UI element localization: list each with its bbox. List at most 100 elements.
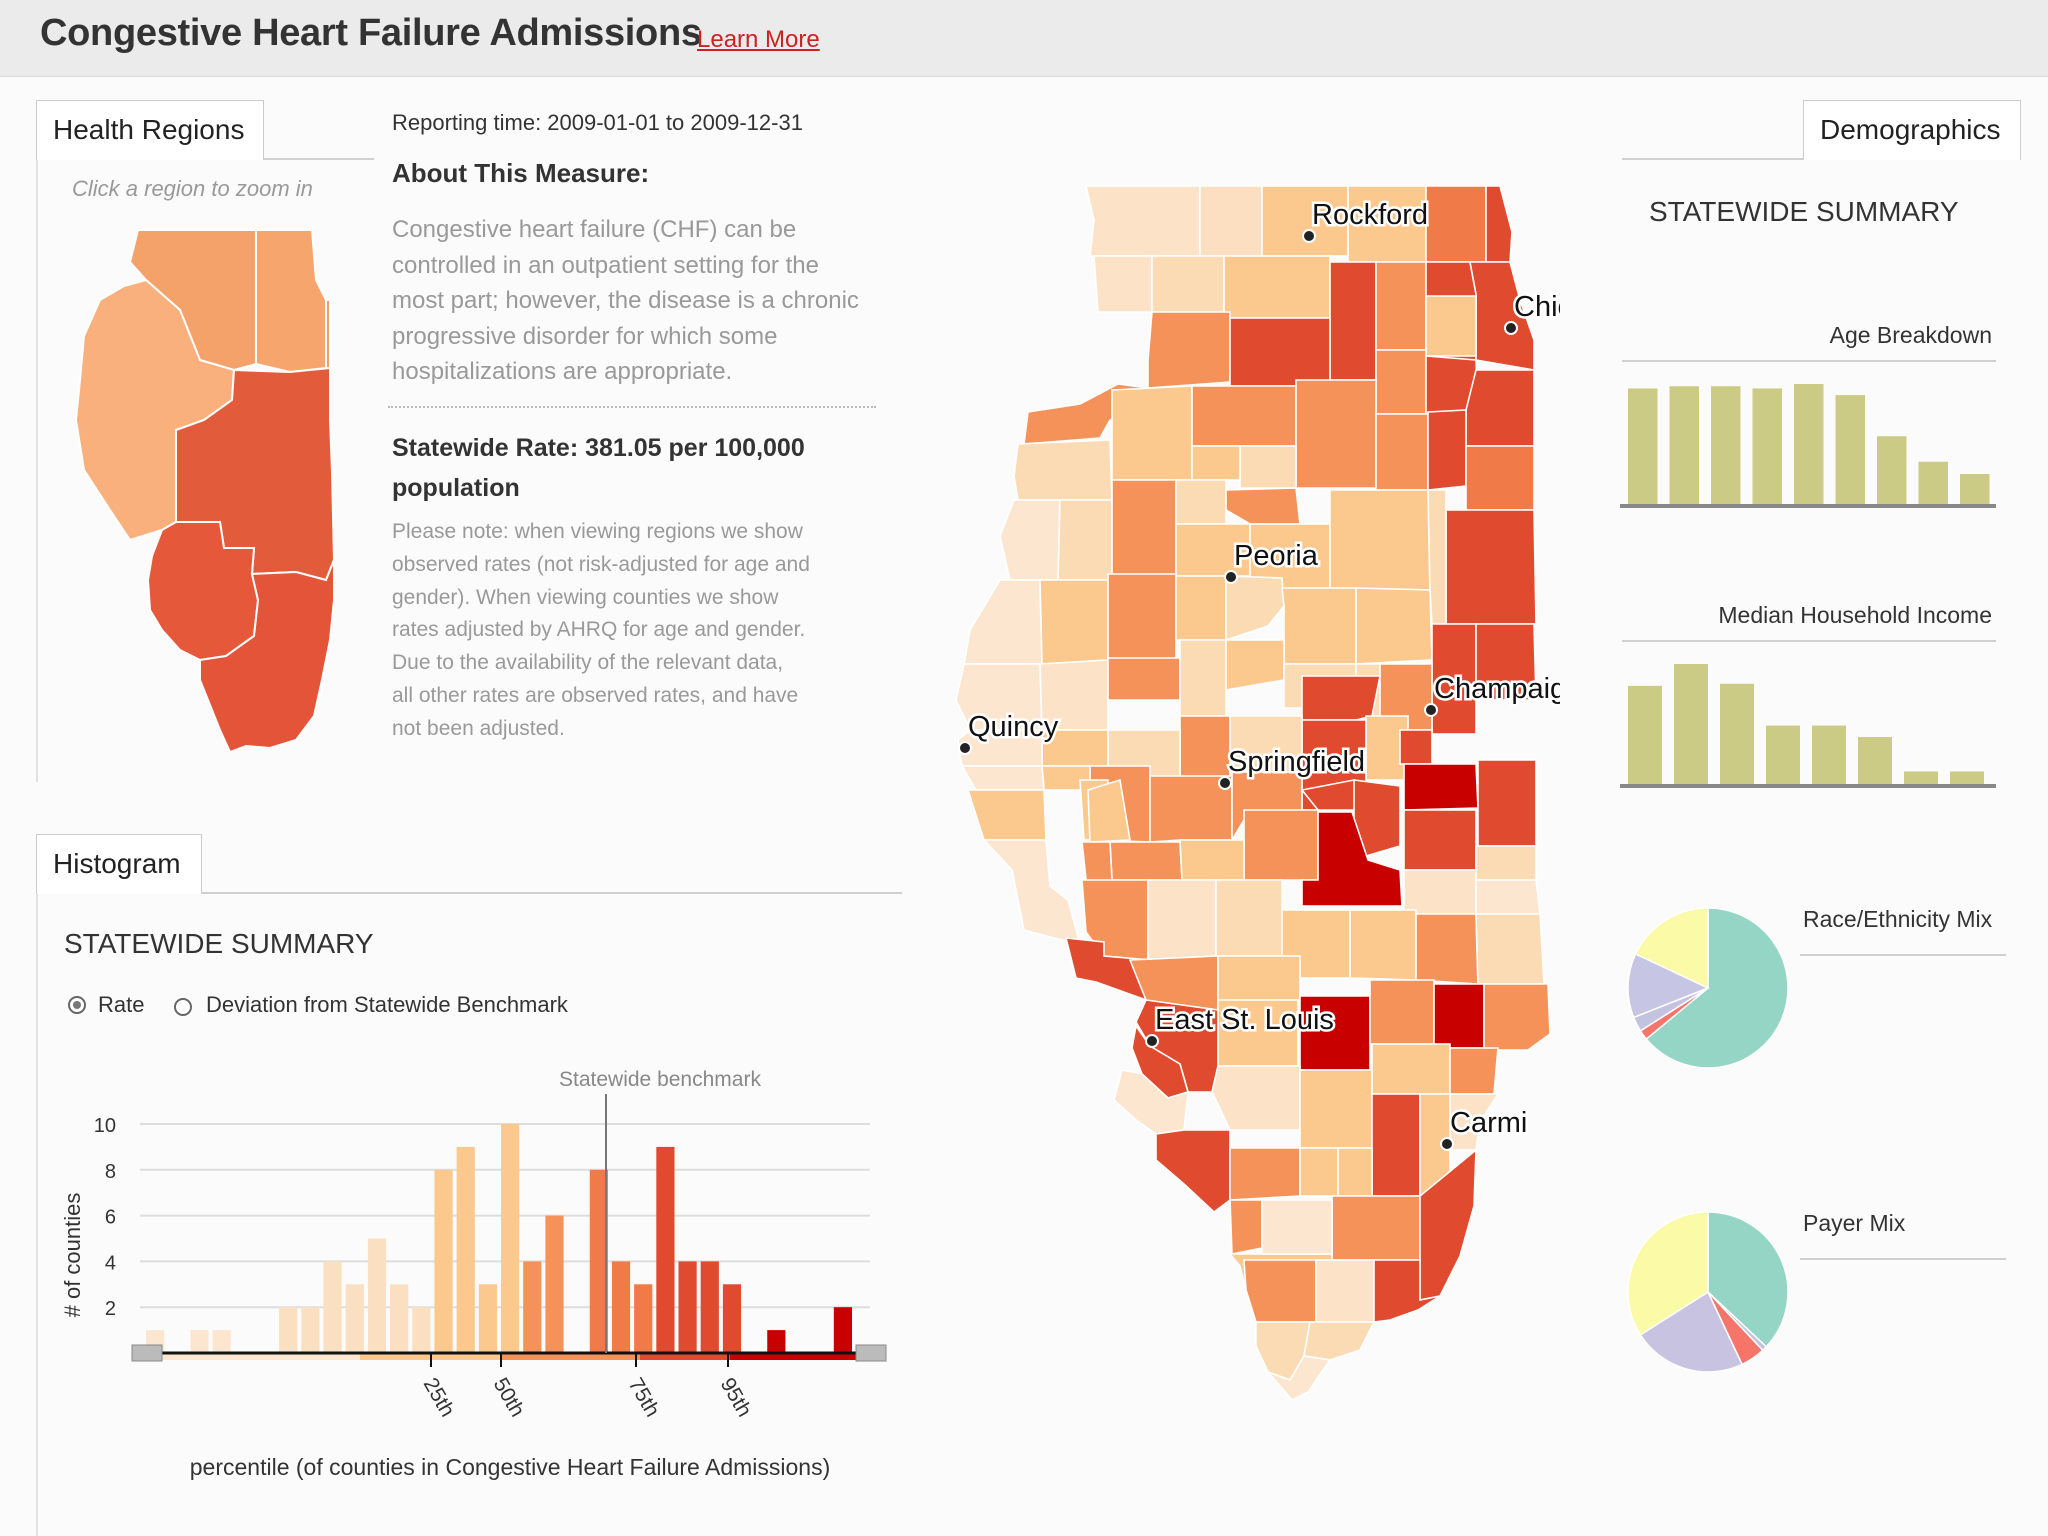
- demographic-bar[interactable]: [1752, 388, 1783, 504]
- county[interactable]: [1281, 587, 1357, 665]
- county[interactable]: [1375, 349, 1427, 415]
- county[interactable]: [1477, 759, 1537, 847]
- region-southeast[interactable]: [199, 559, 335, 754]
- county[interactable]: [1223, 255, 1331, 319]
- county[interactable]: [1475, 845, 1537, 881]
- county[interactable]: [1093, 255, 1153, 313]
- county[interactable]: [1427, 409, 1467, 491]
- learn-more-link[interactable]: Learn More: [697, 26, 820, 53]
- demographic-bar[interactable]: [1628, 388, 1658, 504]
- county[interactable]: [1084, 185, 1201, 257]
- county[interactable]: [1349, 909, 1417, 981]
- county[interactable]: [1111, 385, 1193, 481]
- deviation-radio[interactable]: [174, 998, 192, 1016]
- demographic-bar[interactable]: [1812, 725, 1846, 784]
- county[interactable]: [1243, 1259, 1317, 1323]
- histogram-bar[interactable]: [700, 1261, 719, 1353]
- pie-slice[interactable]: [1707, 1211, 1789, 1348]
- city-dot-quincy[interactable]: [958, 741, 972, 755]
- county[interactable]: [1403, 869, 1477, 915]
- county[interactable]: [1475, 913, 1545, 985]
- tab-demographics[interactable]: Demographics: [1803, 100, 2021, 160]
- range-handle-left[interactable]: [131, 1344, 163, 1362]
- county[interactable]: [1013, 439, 1113, 501]
- county[interactable]: [963, 579, 1043, 665]
- county[interactable]: [1337, 1147, 1373, 1197]
- county[interactable]: [1369, 979, 1435, 1045]
- demographic-bar[interactable]: [1858, 737, 1892, 784]
- histogram-bar[interactable]: [523, 1261, 542, 1353]
- demographic-bar[interactable]: [1877, 436, 1907, 504]
- county[interactable]: [1415, 913, 1479, 985]
- county[interactable]: [1371, 1093, 1421, 1197]
- county[interactable]: [1175, 479, 1227, 525]
- demographic-bar[interactable]: [1950, 771, 1984, 784]
- county[interactable]: [1299, 1069, 1373, 1149]
- county[interactable]: [1128, 955, 1219, 1011]
- county[interactable]: [1211, 1065, 1301, 1131]
- county[interactable]: [1485, 185, 1513, 263]
- tab-histogram[interactable]: Histogram: [36, 834, 202, 894]
- county[interactable]: [1175, 575, 1227, 641]
- region-north[interactable]: [255, 229, 327, 374]
- histogram-bar[interactable]: [478, 1284, 497, 1353]
- demographic-bar[interactable]: [1960, 474, 1990, 504]
- county[interactable]: [1229, 1199, 1263, 1255]
- demographic-bar[interactable]: [1711, 386, 1741, 504]
- demographic-bar[interactable]: [1918, 461, 1949, 504]
- county[interactable]: [1155, 1129, 1231, 1214]
- county[interactable]: [1225, 639, 1285, 691]
- histogram-bar[interactable]: [767, 1330, 786, 1353]
- county[interactable]: [1057, 499, 1113, 581]
- county[interactable]: [1375, 261, 1427, 351]
- demographic-bar[interactable]: [1720, 683, 1754, 784]
- county[interactable]: [1243, 809, 1319, 881]
- city-dot-east-st-louis[interactable]: [1145, 1034, 1159, 1048]
- histogram-bar[interactable]: [678, 1261, 697, 1353]
- pie-slice[interactable]: [1627, 1211, 1709, 1336]
- county[interactable]: [1179, 715, 1231, 781]
- histogram-bar[interactable]: [833, 1307, 852, 1353]
- county[interactable]: [1403, 763, 1479, 811]
- city-dot-rockford[interactable]: [1302, 229, 1316, 243]
- demographic-bar[interactable]: [1674, 664, 1708, 784]
- demographic-bar[interactable]: [1628, 685, 1662, 784]
- county[interactable]: [999, 499, 1061, 581]
- county[interactable]: [1425, 295, 1477, 357]
- pie-slice[interactable]: [1645, 907, 1789, 1069]
- county[interactable]: [1433, 983, 1485, 1049]
- rate-radio[interactable]: [68, 996, 86, 1014]
- county[interactable]: [1465, 369, 1535, 447]
- pie-slice[interactable]: [1634, 907, 1709, 990]
- histogram-bar[interactable]: [367, 1238, 387, 1354]
- county[interactable]: [1111, 479, 1177, 581]
- histogram-bar[interactable]: [412, 1307, 431, 1353]
- histogram-bar[interactable]: [501, 1124, 520, 1353]
- pie-slice[interactable]: [1627, 952, 1710, 1019]
- histogram-bar[interactable]: [190, 1330, 209, 1353]
- county[interactable]: [1179, 639, 1227, 717]
- county[interactable]: [1355, 587, 1433, 665]
- histogram-bar[interactable]: [456, 1146, 475, 1353]
- county[interactable]: [1107, 573, 1177, 661]
- histogram-bar[interactable]: [301, 1307, 320, 1353]
- demographic-bar[interactable]: [1794, 384, 1824, 504]
- county[interactable]: [1403, 809, 1477, 871]
- tab-health-regions[interactable]: Health Regions: [36, 100, 264, 160]
- county[interactable]: [1087, 778, 1131, 843]
- county[interactable]: [1295, 379, 1377, 489]
- county[interactable]: [1299, 1147, 1339, 1197]
- histogram-bar[interactable]: [589, 1169, 608, 1353]
- demographic-bar[interactable]: [1835, 395, 1866, 504]
- county[interactable]: [1107, 657, 1181, 701]
- region-northeast[interactable]: [325, 299, 331, 375]
- city-dot-springfield[interactable]: [1218, 776, 1232, 790]
- county[interactable]: [1331, 1195, 1421, 1261]
- county[interactable]: [1375, 413, 1429, 491]
- histogram-bar[interactable]: [634, 1284, 653, 1353]
- range-handle-right[interactable]: [855, 1344, 887, 1362]
- county[interactable]: [1353, 779, 1401, 857]
- county[interactable]: [1229, 317, 1331, 387]
- histogram-bar[interactable]: [656, 1146, 675, 1353]
- county[interactable]: [1147, 311, 1231, 389]
